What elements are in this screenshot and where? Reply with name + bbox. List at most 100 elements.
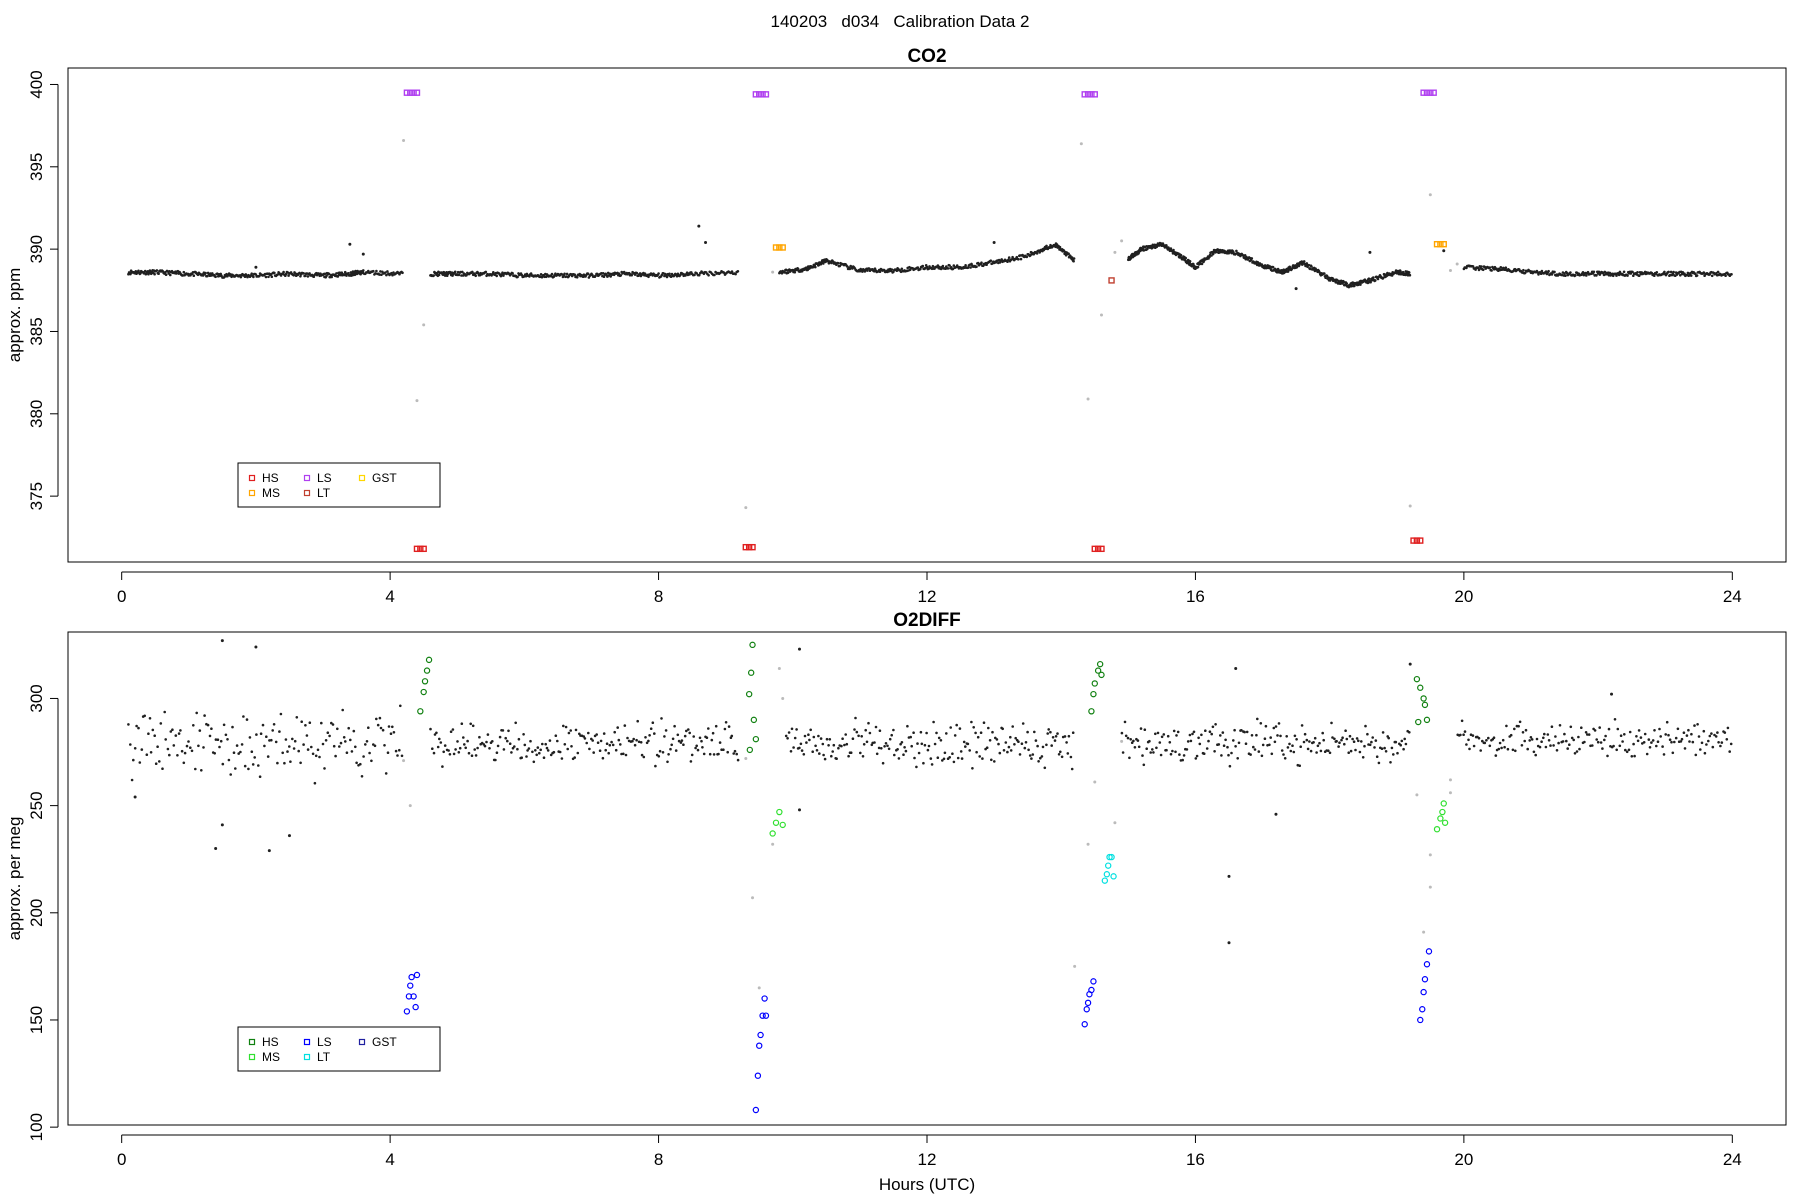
data-point [538,751,541,755]
data-point [916,266,920,269]
data-point [1275,271,1279,274]
data-point [913,756,916,760]
data-point [790,727,794,731]
flagged-point [1099,313,1103,317]
data-point [234,767,237,770]
data-point [1009,735,1012,739]
data-point [1503,745,1506,749]
data-point [692,735,695,738]
data-point [172,744,176,747]
data-point [1337,745,1340,748]
data-point [1220,754,1223,757]
series-point-ls [412,1003,419,1011]
data-point [1691,740,1695,744]
data-point [1632,742,1635,746]
data-point [1268,743,1271,747]
data-point [927,744,931,748]
data-point [1371,736,1374,739]
data-point [1289,749,1293,753]
flagged-point [744,506,748,510]
data-point [1659,735,1662,738]
data-point [1158,741,1162,744]
data-point [1593,729,1597,732]
data-point [1716,270,1720,274]
series-point-ls [407,89,414,96]
series-point-ls [761,995,768,1002]
data-point [1207,739,1210,743]
plot-frame [67,67,1787,563]
data-point [452,752,456,756]
data-point [352,729,356,733]
data-point [959,750,963,753]
data-point [1569,271,1572,274]
data-point [1474,268,1477,271]
data-point [390,271,393,275]
x-axis-label: Hours (UTC) [879,1175,975,1194]
data-point [1517,724,1520,728]
flagged-point [1073,964,1077,968]
data-point [1586,733,1589,736]
series-point-ls [1088,91,1095,98]
data-point [442,750,446,754]
data-point [588,747,591,751]
data-point [1205,747,1209,750]
data-point [1021,722,1025,725]
data-point [861,755,865,758]
series-point-hs [749,641,756,649]
outlier-point [1368,250,1372,254]
data-point [1034,739,1038,742]
data-point [890,268,894,271]
data-point [239,275,243,279]
data-point [1729,742,1733,746]
data-point [1228,764,1232,768]
data-point [635,738,638,742]
data-point [1235,249,1238,253]
data-point [937,736,941,740]
o2diff-panel: O2DIFF 0 4 8 12 16 20 24 Hours (UTC) 100 150 200 250… [5,610,1787,1194]
data-point [1494,754,1498,757]
flagged-point [1079,142,1083,146]
data-point [216,738,220,741]
data-point [1132,739,1135,743]
data-point [1188,733,1192,737]
data-point [155,269,159,272]
data-point [812,735,816,739]
data-point [1186,740,1190,743]
data-point [1257,750,1261,753]
series-point-ms [1437,240,1444,248]
legend-marker-gst [358,1038,366,1046]
data-point [851,737,855,740]
data-point [379,726,383,730]
data-point [288,745,291,748]
data-point [1540,740,1543,743]
data-point [1280,749,1284,752]
data-point [888,737,892,741]
data-point [720,748,723,751]
data-point [1500,746,1503,750]
data-point [809,728,812,732]
series-point-ms [779,244,786,251]
data-point [830,754,833,758]
data-point [1192,730,1196,734]
data-point [923,743,927,747]
data-point [1637,274,1641,278]
data-point [1156,731,1160,735]
outlier-point [361,252,365,256]
data-point [1319,749,1323,753]
data-point [1031,753,1035,756]
data-point [1137,745,1141,749]
data-point [163,710,166,714]
data-point [1023,746,1027,750]
data-point [1683,272,1686,276]
data-point [651,721,655,724]
data-point [910,744,913,748]
legend-label-hs: HS [262,471,279,485]
data-point [1595,274,1598,277]
data-point [789,750,793,753]
co2-panel: CO2 0 4 8 12 16 20 24 375 380 385 390 395 400 approx. … [5,46,1787,606]
data-point [1184,256,1187,260]
data-point [316,748,320,752]
data-point [1696,723,1699,726]
data-point [1705,743,1708,746]
